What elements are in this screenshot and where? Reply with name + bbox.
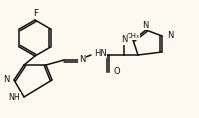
- Text: N: N: [4, 76, 10, 84]
- Text: O: O: [113, 67, 120, 76]
- Text: N: N: [167, 32, 173, 40]
- Text: N: N: [79, 55, 85, 63]
- Text: F: F: [33, 10, 39, 19]
- Text: NH: NH: [8, 93, 20, 101]
- Text: N: N: [122, 36, 128, 44]
- Text: HN: HN: [94, 48, 107, 57]
- Text: N: N: [142, 21, 148, 30]
- Text: CH₃: CH₃: [127, 33, 140, 39]
